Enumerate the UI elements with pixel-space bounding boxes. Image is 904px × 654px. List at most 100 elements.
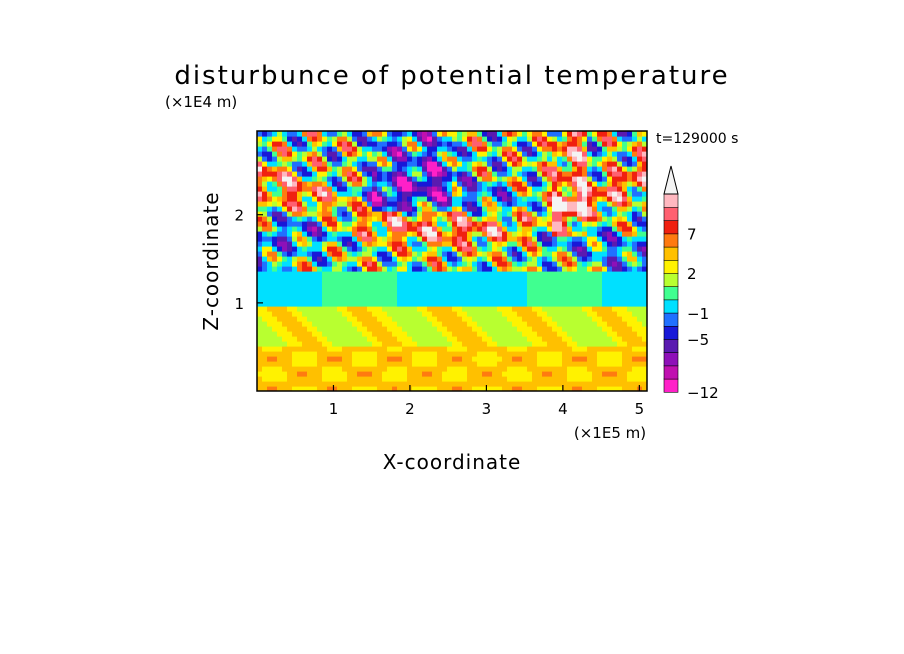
heatmap-cell <box>382 151 388 157</box>
heatmap-cell <box>392 241 398 247</box>
heatmap-cell <box>332 216 338 222</box>
heatmap-cell <box>597 156 603 162</box>
heatmap-cell <box>492 181 498 187</box>
heatmap-cell <box>577 136 583 142</box>
heatmap-cell <box>372 206 378 212</box>
heatmap-cell <box>592 251 598 257</box>
heatmap-cell <box>467 306 473 312</box>
heatmap-cell <box>497 151 503 157</box>
heatmap-cell <box>477 316 483 322</box>
heatmap-cell <box>277 271 283 277</box>
heatmap-cell <box>457 346 463 352</box>
heatmap-cell <box>257 171 263 177</box>
heatmap-cell <box>482 256 488 262</box>
heatmap-cell <box>462 311 468 317</box>
heatmap-cell <box>492 206 498 212</box>
heatmap-cell <box>457 221 463 227</box>
heatmap-cell <box>432 131 438 137</box>
heatmap-cell <box>357 356 363 362</box>
heatmap-cell <box>332 136 338 142</box>
heatmap-cell <box>592 161 598 167</box>
heatmap-cell <box>282 176 288 182</box>
heatmap-cell <box>367 191 373 197</box>
heatmap-cell <box>497 281 503 287</box>
heatmap-cell <box>387 346 393 352</box>
heatmap-cell <box>342 281 348 287</box>
heatmap-cell <box>402 221 408 227</box>
heatmap-cell <box>372 266 378 272</box>
heatmap-cell <box>392 306 398 312</box>
heatmap-cell <box>397 151 403 157</box>
heatmap-cell <box>397 171 403 177</box>
heatmap-cell <box>542 181 548 187</box>
heatmap-cell <box>327 186 333 192</box>
heatmap-cell <box>287 176 293 182</box>
heatmap-cell <box>407 156 413 162</box>
heatmap-cell <box>407 186 413 192</box>
heatmap-cell <box>332 276 338 282</box>
heatmap-cell <box>442 346 448 352</box>
heatmap-cell <box>412 276 418 282</box>
heatmap-cell <box>367 311 373 317</box>
heatmap-cell <box>602 211 608 217</box>
heatmap-cell <box>517 311 523 317</box>
heatmap-cell <box>377 281 383 287</box>
heatmap-cell <box>517 166 523 172</box>
heatmap-cell <box>567 231 573 237</box>
heatmap-cell <box>477 236 483 242</box>
heatmap-cell <box>397 216 403 222</box>
heatmap-cell <box>397 131 403 137</box>
heatmap-cell <box>502 131 508 137</box>
heatmap-cell <box>472 231 478 237</box>
heatmap-cell <box>257 361 263 367</box>
x-unit-label: (×1E5 m) <box>574 424 646 442</box>
heatmap-cell <box>377 361 383 367</box>
heatmap-cell <box>587 196 593 202</box>
heatmap-cell <box>447 331 453 337</box>
heatmap-cell <box>317 206 323 212</box>
heatmap-cell <box>507 131 513 137</box>
heatmap-cell <box>552 266 558 272</box>
heatmap-cell <box>357 326 363 332</box>
heatmap-cell <box>587 186 593 192</box>
heatmap-cell <box>342 226 348 232</box>
heatmap-cell <box>427 181 433 187</box>
heatmap-cell <box>417 366 423 372</box>
heatmap-cell <box>257 141 263 147</box>
heatmap-cell <box>557 181 563 187</box>
heatmap-cell <box>417 191 423 197</box>
heatmap-cell <box>332 316 338 322</box>
heatmap-cell <box>302 366 308 372</box>
heatmap-cell <box>587 221 593 227</box>
heatmap-cell <box>542 221 548 227</box>
heatmap-cell <box>262 281 268 287</box>
heatmap-cell <box>337 336 343 342</box>
heatmap-cell <box>447 176 453 182</box>
heatmap-cell <box>467 271 473 277</box>
heatmap-cell <box>452 301 458 307</box>
heatmap-cell <box>522 306 528 312</box>
heatmap-cell <box>507 231 513 237</box>
heatmap-cell <box>487 236 493 242</box>
x-tick-label: 2 <box>405 400 415 418</box>
heatmap-cell <box>542 141 548 147</box>
heatmap-cell <box>317 136 323 142</box>
heatmap-cell <box>397 286 403 292</box>
heatmap-cell <box>307 326 313 332</box>
heatmap-cell <box>397 281 403 287</box>
heatmap-cell <box>637 276 643 282</box>
heatmap-cell <box>637 371 643 377</box>
heatmap-cell <box>487 196 493 202</box>
heatmap-cell <box>477 376 483 382</box>
heatmap-cell <box>292 191 298 197</box>
heatmap-cell <box>447 321 453 327</box>
heatmap-cell <box>397 351 403 357</box>
heatmap-cell <box>547 346 553 352</box>
heatmap-cell <box>312 351 318 357</box>
heatmap-cell <box>477 186 483 192</box>
heatmap-cell <box>382 201 388 207</box>
heatmap-cell <box>522 291 528 297</box>
heatmap-cell <box>437 206 443 212</box>
heatmap-cell <box>332 281 338 287</box>
heatmap-cell <box>472 151 478 157</box>
